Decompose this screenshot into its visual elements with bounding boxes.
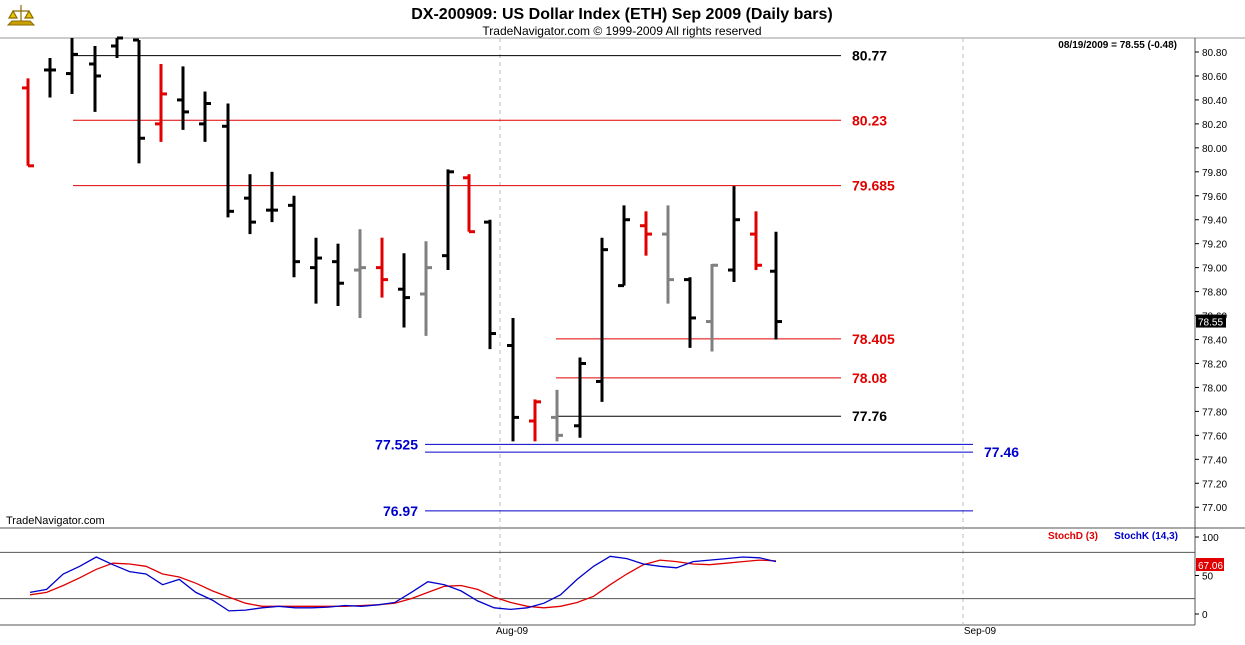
price-bar (244, 174, 256, 235)
level-label: 80.23 (852, 112, 887, 128)
price-bar (507, 317, 519, 442)
price-bar (770, 231, 782, 340)
stoch-y-tick-label: 50 (1202, 572, 1214, 583)
y-tick-label: 77.00 (1202, 503, 1227, 514)
x-tick-label: Aug-09 (496, 626, 529, 637)
price-bar (529, 399, 541, 442)
price-bar (442, 169, 454, 271)
y-tick-label: 79.80 (1202, 168, 1227, 179)
price-bar (288, 195, 300, 278)
level-label: 80.77 (852, 48, 887, 64)
price-bar (111, 36, 123, 58)
y-tick-label: 78.80 (1202, 288, 1227, 299)
price-bar (706, 263, 718, 352)
price-bar (574, 357, 586, 438)
y-tick-label: 77.40 (1202, 455, 1227, 466)
price-bar (199, 91, 211, 142)
legend-stochd: StochD (3) (1048, 531, 1098, 542)
level-label: 78.405 (852, 331, 895, 347)
level-label: 79.685 (852, 178, 895, 194)
price-y-axis: 80.80 80.60 80.40 80.20 80.00 79.80 79.60 79.40… (1195, 48, 1227, 514)
price-bar (155, 63, 167, 142)
price-bars (22, 36, 782, 442)
price-bar (44, 57, 56, 98)
x-tick-label: Sep-09 (964, 626, 997, 637)
y-tick-label: 80.60 (1202, 72, 1227, 83)
price-bar (420, 241, 432, 336)
price-bar (332, 243, 344, 306)
price-bar (398, 253, 410, 328)
stoch-y-tick-label: 100 (1202, 533, 1219, 544)
price-bar (310, 237, 322, 304)
watermark-text: TradeNavigator.com (6, 515, 105, 527)
stochastic-pane: 100 50 0 (0, 533, 1219, 621)
y-tick-label: 78.00 (1202, 383, 1227, 394)
y-tick-label: 79.20 (1202, 240, 1227, 251)
price-bar (551, 389, 563, 442)
stoch-series-line (29, 559, 777, 609)
y-tick-label: 79.00 (1202, 264, 1227, 275)
y-tick-label: 80.20 (1202, 120, 1227, 131)
level-label: 76.97 (383, 503, 418, 519)
price-bar (728, 186, 740, 283)
y-tick-label: 78.20 (1202, 359, 1227, 370)
price-bar (640, 211, 652, 256)
price-bar (222, 103, 234, 218)
last-price-box (1196, 314, 1226, 328)
level-label: 77.46 (984, 444, 1019, 460)
stoch-last-label: 67.06 (1198, 561, 1223, 572)
y-tick-label: 80.80 (1202, 48, 1227, 59)
last-price-label: 78.55 (1198, 318, 1223, 329)
price-bar (463, 174, 475, 234)
price-bar (22, 78, 34, 168)
price-bar (596, 237, 608, 402)
price-bar (266, 171, 278, 223)
price-bar (684, 277, 696, 348)
y-tick-label: 77.20 (1202, 479, 1227, 490)
y-tick-label: 78.40 (1202, 336, 1227, 347)
y-tick-label: 79.60 (1202, 192, 1227, 203)
price-bar (662, 205, 674, 304)
price-bar (484, 219, 496, 350)
legend-stochk: StochK (14,3) (1114, 531, 1178, 542)
y-tick-label: 79.40 (1202, 216, 1227, 227)
y-tick-label: 80.00 (1202, 144, 1227, 155)
last-quote-text: 08/19/2009 = 78.55 (-0.48) (1058, 40, 1177, 51)
stoch-last-box (1196, 558, 1224, 571)
stoch-y-tick-label: 0 (1202, 610, 1208, 621)
logo-icon (6, 5, 36, 26)
price-bar (750, 211, 762, 271)
y-tick-label: 80.40 (1202, 96, 1227, 107)
chart-title: DX-200909: US Dollar Index (ETH) Sep 200… (411, 6, 832, 23)
price-bar (133, 38, 145, 164)
price-bar (177, 66, 189, 130)
chart-subtitle: TradeNavigator.com © 1999-2009 All right… (482, 24, 761, 38)
level-label: 77.525 (375, 436, 418, 452)
stoch-series-line (29, 555, 777, 612)
price-bar (66, 38, 78, 94)
price-bar (376, 237, 388, 298)
y-tick-label: 77.80 (1202, 407, 1227, 418)
price-bar (618, 205, 630, 288)
y-tick-label: 77.60 (1202, 431, 1227, 442)
level-label: 77.76 (852, 408, 887, 424)
price-bar (89, 46, 101, 112)
level-label: 78.08 (852, 370, 887, 386)
price-bar (354, 229, 366, 318)
